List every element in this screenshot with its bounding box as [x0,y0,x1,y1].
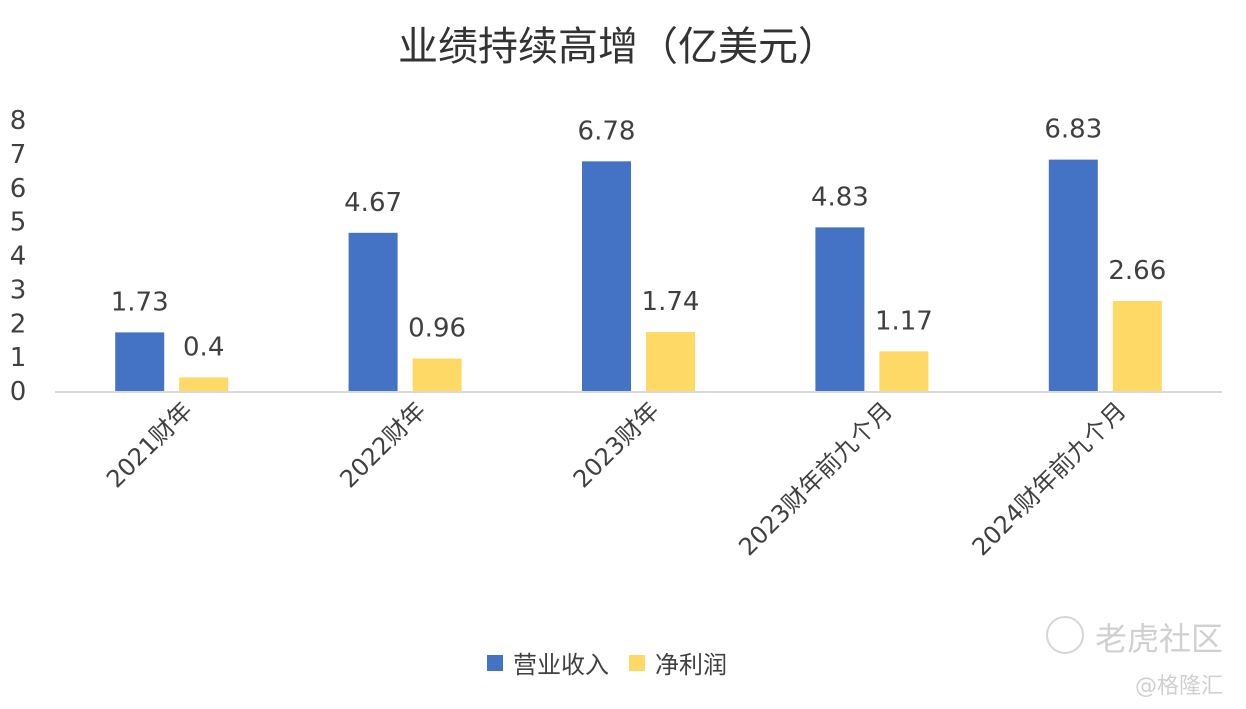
bar-net-profit [646,332,695,391]
bar-net-profit [1112,300,1162,391]
data-label: 0.4 [183,332,224,362]
bar-net-profit [179,377,229,391]
bar-net-profit [412,358,462,391]
data-label: 0.96 [408,313,466,343]
data-label: 4.67 [344,188,402,218]
legend-label: 营业收入 [513,651,609,679]
y-tick-label: 0 [10,377,27,407]
bar-revenue [1048,159,1098,391]
x-axis-labels: 2021财年 2022财年 2023财年 2023财年前九个月 2024财年前九个月 [101,396,1132,561]
y-tick-label: 5 [10,208,27,238]
y-tick-label: 6 [10,174,27,204]
y-tick-label: 4 [10,242,27,272]
watermark-source: @格隆汇 [1135,674,1224,699]
x-tick-label: 2023财年前九个月 [733,396,898,561]
watermark-logo-icon [1046,616,1084,654]
data-label: 6.83 [1044,115,1102,145]
x-tick-label: 2022财年 [334,396,431,493]
legend-swatch [487,655,503,671]
bar-revenue [582,161,631,391]
data-label: 1.73 [111,287,169,317]
y-tick-label: 1 [10,343,27,373]
watermark-brand: 老虎社区 [1095,620,1224,658]
data-label: 6.78 [578,116,636,146]
bar-net-profit [879,351,929,391]
bars: 1.73 0.4 4.67 0.96 6.78 1.74 4.83 1.17 6.83 2.66 [111,115,1166,391]
y-tick-label: 7 [10,140,27,170]
legend-swatch [629,655,645,671]
y-tick-label: 3 [10,275,27,305]
y-tick-label: 2 [10,309,27,339]
x-tick-label: 2024财年前九个月 [967,396,1132,561]
y-axis: 0 1 2 34 5 6 7 8 [10,106,27,407]
bar-revenue [815,227,865,391]
data-label: 1.17 [875,306,933,336]
data-label: 4.83 [811,182,869,212]
data-label: 1.74 [642,287,700,317]
legend-label: 净利润 [655,651,727,679]
x-tick-label: 2021财年 [101,396,198,493]
legend: 营业收入 净利润 [487,651,727,679]
data-label: 2.66 [1108,256,1166,286]
x-tick-label: 2023财年 [568,396,665,493]
bar-revenue [348,232,398,391]
chart-title: 业绩持续高增（亿美元） [398,24,838,70]
bar-revenue [115,332,165,391]
y-tick-label: 8 [10,106,27,136]
